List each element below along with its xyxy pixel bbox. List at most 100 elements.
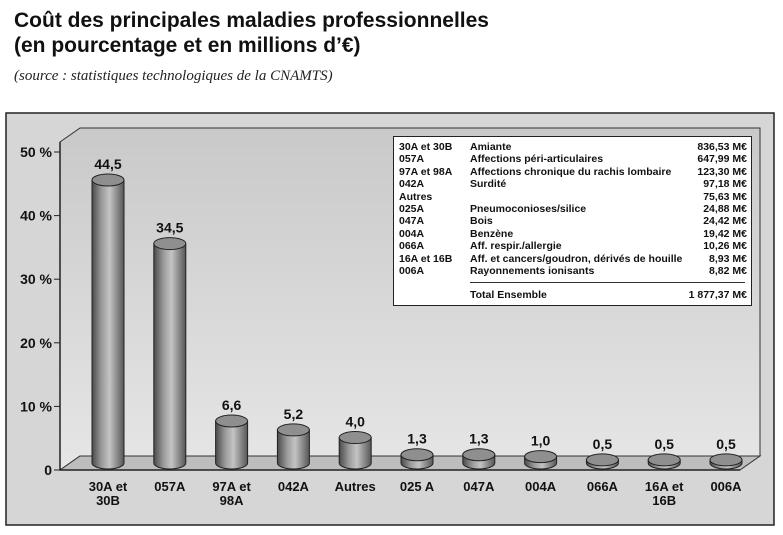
x-tick-label: 97A et [212,479,251,494]
legend-name: Surdité [470,178,507,191]
legend-value: 123,30 M€ [697,165,747,178]
legend-code: 004A [399,227,425,240]
legend-name: Total Ensemble [470,289,547,301]
x-tick-label: 004A [525,479,557,494]
bar [585,453,619,470]
bar-body [153,243,187,470]
legend-row: Total Ensemble 1 877,37 M€ [394,289,753,301]
x-tick-label: 006A [710,479,742,494]
bar-top [91,173,125,187]
legend-row: 066A Aff. respir./allergie 10,26 M€ [394,240,753,252]
title-line-2: (en pourcentage et en millions d’€) [14,34,361,57]
y-tick-label: 0 [44,462,52,478]
legend-name: Benzène [470,227,514,240]
bar [153,237,187,470]
legend-code: 047A [399,215,425,228]
legend-row: 97A et 98A Affections chronique du rachis… [394,166,753,178]
legend-name: Amiante [470,141,512,153]
legend-value: 75,63 M€ [703,190,747,203]
legend-value: 24,88 M€ [703,203,747,215]
legend-row: 025A Pneumoconioses/silice 24,88 M€ [394,203,753,215]
legend-code: 042A [399,178,425,191]
x-tick-label: 30A et [89,479,128,494]
x-tick-label: 047A [463,479,495,494]
x-tick-label: 30B [96,493,120,508]
bar-top [462,448,496,462]
bar-top [215,414,249,428]
bar-top [338,431,372,445]
bar [215,414,249,470]
legend-value: 97,18 M€ [703,178,747,191]
legend-value: 1 877,37 M€ [688,289,747,301]
legend-row: 004A Benzène 19,42 M€ [394,228,753,240]
bar [91,173,125,470]
legend-row: 006A Rayonnements ionisants 8,82 M€ [394,265,753,277]
x-tick-label: 98A [220,493,244,508]
data-label: 5,2 [284,406,304,422]
legend-row: 16A et 16B Aff. et cancers/goudron, dériv… [394,253,753,265]
legend-value: 10,26 M€ [703,240,747,253]
y-tick-label: 30 % [20,271,52,287]
legend-code: 16A et 16B [399,252,453,265]
bar [647,453,681,470]
x-tick-label: 025 A [400,479,435,494]
x-tick-label: 16A et [645,479,684,494]
y-tick-label: 40 % [20,208,52,224]
bar-body [91,179,125,470]
bar-top [709,453,743,467]
bar [276,423,310,470]
title-line-1: Coût des principales maladies profession… [14,9,489,32]
legend-row: 042A Surdité 97,18 M€ [394,178,753,190]
y-tick-label: 20 % [20,335,52,351]
total-separator [470,282,745,283]
data-label: 4,0 [345,414,365,430]
bar [709,453,743,470]
source-note: (source : statistiques technologiques de… [14,68,333,84]
legend-value: 8,93 M€ [709,252,747,265]
bar-top [153,237,187,251]
legend-code: 30A et 30B [399,141,453,153]
legend-name: Aff. respir./allergie [470,240,562,253]
data-label: 1,0 [531,433,551,449]
cost-table-legend: 30A et 30B Amiante 836,53 M€ 057A Affections… [393,136,752,306]
legend-code: 025A [399,203,425,215]
data-label: 0,5 [654,436,674,452]
legend-value: 24,42 M€ [703,215,747,228]
legend-code: 97A et 98A [399,165,453,178]
bar-body [338,437,372,470]
legend-row: 047A Bois 24,42 M€ [394,215,753,227]
bar-body [276,429,310,470]
bar [462,448,496,470]
data-label: 0,5 [593,436,613,452]
bar-body [215,420,249,470]
legend-code: 006A [399,265,425,277]
x-tick-label: 057A [154,479,186,494]
legend-value: 647,99 M€ [697,153,747,166]
legend-name: Affections péri-articulaires [470,153,604,166]
data-label: 1,3 [407,431,427,447]
bar [338,431,372,470]
bar-top [647,453,681,467]
bar-top [585,453,619,467]
legend-row: 057A Affections péri-articulaires 647,99 M… [394,153,753,165]
data-label: 6,6 [222,397,242,413]
x-tick-label: Autres [335,479,376,494]
legend-row: 30A et 30B Amiante 836,53 M€ [394,141,753,153]
legend-value: 836,53 M€ [697,141,747,153]
bar [400,448,434,470]
bar-top [524,450,558,464]
legend-row: Autres 75,63 M€ [394,191,753,203]
x-tick-label: 066A [587,479,619,494]
legend-name: Rayonnements ionisants [470,265,595,277]
data-label: 1,3 [469,431,489,447]
legend-code: 057A [399,153,425,166]
bar [524,450,558,470]
x-tick-label: 042A [278,479,310,494]
bar-top [276,423,310,437]
y-tick-label: 50 % [20,144,52,160]
legend-name: Bois [470,215,493,228]
legend-value: 8,82 M€ [709,265,747,277]
legend-name: Aff. et cancers/goudron, dérivés de houi… [470,252,683,265]
legend-value: 19,42 M€ [703,227,747,240]
x-tick-label: 16B [652,493,676,508]
